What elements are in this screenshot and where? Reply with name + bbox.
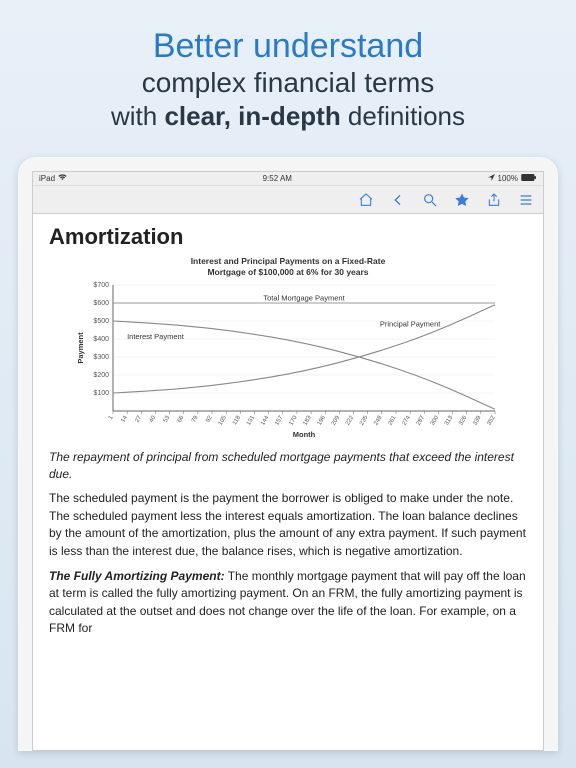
svg-text:248: 248 <box>373 414 384 426</box>
svg-text:Principal Payment: Principal Payment <box>380 319 441 328</box>
svg-text:105: 105 <box>218 414 229 426</box>
svg-text:$300: $300 <box>93 354 109 361</box>
svg-text:Total Mortgage Payment: Total Mortgage Payment <box>263 293 345 302</box>
promo-line3-bold: clear, in-depth <box>164 101 340 131</box>
svg-text:287: 287 <box>416 414 427 426</box>
location-icon <box>488 174 495 183</box>
article-content: Amortization Interest and Principal Paym… <box>33 214 543 655</box>
share-icon[interactable] <box>485 191 503 209</box>
ipad-screen: iPad 9:52 AM 100% <box>32 171 544 751</box>
svg-text:$700: $700 <box>93 282 109 289</box>
status-time: 9:52 AM <box>263 174 292 183</box>
paragraph-1: The scheduled payment is the payment the… <box>49 490 527 560</box>
star-icon[interactable] <box>453 191 471 209</box>
svg-text:$600: $600 <box>93 300 109 307</box>
promo-line-2: complex financial terms <box>30 67 546 99</box>
ipad-frame: iPad 9:52 AM 100% <box>18 157 558 751</box>
svg-text:40: 40 <box>149 414 158 423</box>
svg-text:14: 14 <box>120 414 129 423</box>
chart-title-line2: Mortgage of $100,000 at 6% for 30 years <box>207 267 368 277</box>
wifi-icon <box>58 174 67 183</box>
svg-text:183: 183 <box>303 414 314 426</box>
carrier-label: iPad <box>39 174 55 183</box>
status-left: iPad <box>39 174 67 183</box>
svg-text:79: 79 <box>191 414 200 423</box>
svg-text:274: 274 <box>402 414 413 426</box>
svg-text:$200: $200 <box>93 372 109 379</box>
svg-text:144: 144 <box>260 414 271 426</box>
promo-line-3: with clear, in-depth definitions <box>30 102 546 132</box>
promo-header: Better understand complex financial term… <box>0 0 576 149</box>
toolbar <box>33 186 543 214</box>
svg-text:235: 235 <box>359 414 370 426</box>
svg-text:$500: $500 <box>93 318 109 325</box>
chart-title: Interest and Principal Payments on a Fix… <box>49 256 527 276</box>
svg-text:170: 170 <box>288 414 299 426</box>
svg-text:196: 196 <box>317 414 328 426</box>
chart-container: Interest and Principal Payments on a Fix… <box>49 256 527 438</box>
home-icon[interactable] <box>357 191 375 209</box>
battery-pct: 100% <box>498 174 518 183</box>
svg-text:300: 300 <box>430 414 441 426</box>
chart-title-line1: Interest and Principal Payments on a Fix… <box>191 256 386 266</box>
definition-lead: The repayment of principal from schedule… <box>49 449 527 483</box>
status-right: 100% <box>488 174 537 183</box>
svg-text:92: 92 <box>205 414 214 423</box>
status-bar: iPad 9:52 AM 100% <box>33 172 543 186</box>
svg-text:1: 1 <box>108 414 115 420</box>
svg-text:261: 261 <box>387 414 398 426</box>
svg-text:Month: Month <box>293 430 316 439</box>
svg-text:66: 66 <box>177 414 186 423</box>
paragraph-2-subhead: The Fully Amortizing Payment: <box>49 569 225 583</box>
svg-text:339: 339 <box>472 414 483 426</box>
svg-text:209: 209 <box>331 414 342 426</box>
paragraph-2: The Fully Amortizing Payment: The monthl… <box>49 568 527 638</box>
menu-icon[interactable] <box>517 191 535 209</box>
svg-text:326: 326 <box>458 414 469 426</box>
svg-text:118: 118 <box>232 414 242 426</box>
svg-text:53: 53 <box>163 414 172 423</box>
svg-text:222: 222 <box>345 414 356 426</box>
promo-line-1: Better understand <box>30 28 546 65</box>
promo-line3-suffix: definitions <box>341 101 465 131</box>
svg-text:$100: $100 <box>93 390 109 397</box>
promo-line3-prefix: with <box>111 101 164 131</box>
svg-text:27: 27 <box>134 414 143 423</box>
svg-text:Interest Payment: Interest Payment <box>127 332 185 341</box>
svg-text:$400: $400 <box>93 336 109 343</box>
article-title: Amortization <box>49 224 527 250</box>
svg-text:313: 313 <box>444 414 455 426</box>
svg-text:157: 157 <box>274 414 285 426</box>
search-icon[interactable] <box>421 191 439 209</box>
amortization-chart: $100 $200 $300 $400 $500 $600 $700 1 14 27 40 53 66 7… <box>73 279 503 439</box>
svg-text:352: 352 <box>487 414 498 426</box>
back-icon[interactable] <box>389 191 407 209</box>
battery-icon <box>521 174 537 183</box>
svg-text:Payment: Payment <box>76 332 85 364</box>
svg-text:131: 131 <box>246 414 257 426</box>
